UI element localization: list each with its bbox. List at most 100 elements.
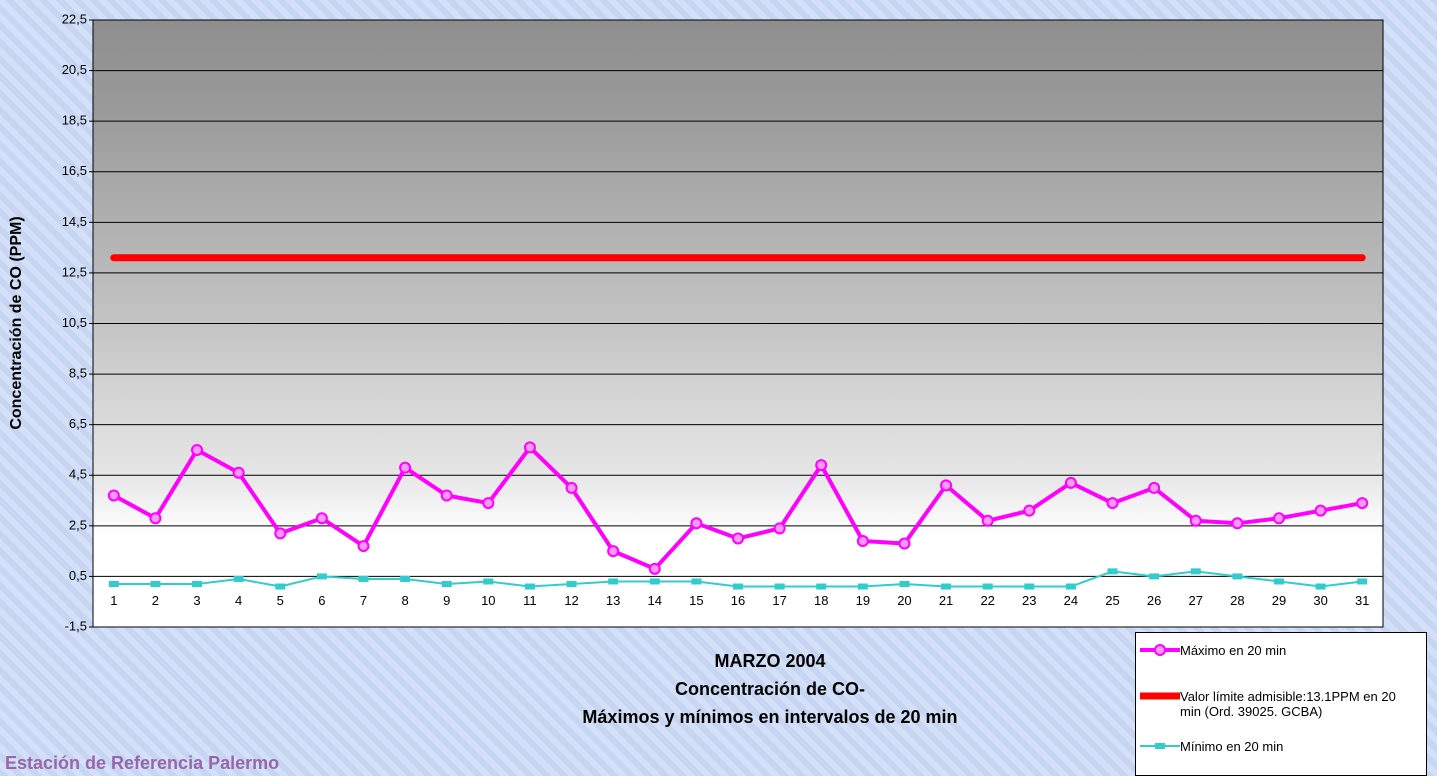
y-tick-label: 6,5	[69, 416, 87, 431]
point	[1357, 578, 1368, 585]
y-axis-title: Concentración de CO (PPM)	[8, 216, 25, 429]
point	[1314, 504, 1327, 517]
point	[1315, 583, 1326, 590]
legend-item: Valor límite admisible:13.1PPM en 20 min…	[1136, 687, 1426, 719]
point	[107, 489, 120, 502]
point	[1189, 514, 1202, 527]
x-tick-label: 5	[277, 593, 284, 608]
point	[523, 441, 536, 454]
y-tick-label: 10,5	[62, 315, 87, 330]
x-tick-label: 10	[481, 593, 495, 608]
y-tick-label: 12,5	[62, 264, 87, 279]
point	[524, 583, 535, 590]
y-tick-label: 22,5	[62, 11, 87, 26]
x-tick-label: 30	[1313, 593, 1327, 608]
point	[982, 583, 993, 590]
point	[482, 497, 495, 510]
legend-item: Máximo en 20 min	[1136, 641, 1426, 659]
point	[773, 522, 786, 535]
point	[774, 583, 785, 590]
y-tick-label: 18,5	[62, 113, 87, 128]
point	[483, 578, 494, 585]
point	[1273, 578, 1284, 585]
legend: Máximo en 20 min Valor límite admisible:1…	[1135, 632, 1427, 776]
x-tick-label: 3	[193, 593, 200, 608]
legend-marker	[1154, 644, 1166, 656]
legend-item: Mínimo en 20 min	[1136, 737, 1426, 755]
legend-swatch	[1140, 692, 1180, 700]
x-tick-label: 25	[1105, 593, 1119, 608]
point	[274, 527, 287, 540]
x-tick-label: 14	[648, 593, 662, 608]
title: Concentración de CO-	[675, 679, 865, 699]
point	[399, 461, 412, 474]
point	[899, 581, 910, 588]
x-tick-label: 28	[1230, 593, 1244, 608]
legend-marker	[1155, 743, 1165, 749]
x-tick-label: 6	[318, 593, 325, 608]
y-tick-label: 14,5	[62, 214, 87, 229]
x-tick-label: 19	[856, 593, 870, 608]
y-tick-label: 2,5	[69, 517, 87, 532]
x-tick-label: 7	[360, 593, 367, 608]
x-tick-label: 27	[1189, 593, 1203, 608]
legend-label: Mínimo en 20 min	[1180, 739, 1284, 754]
x-tick-label: 11	[523, 593, 537, 608]
point	[440, 489, 453, 502]
point	[1149, 573, 1160, 580]
point	[275, 583, 286, 590]
point	[1231, 517, 1244, 530]
point	[441, 581, 452, 588]
point	[400, 575, 411, 582]
point	[815, 459, 828, 472]
point	[690, 517, 703, 530]
point	[856, 535, 869, 548]
point	[857, 583, 868, 590]
point	[566, 581, 577, 588]
legend-label: Máximo en 20 min	[1180, 643, 1287, 658]
point	[691, 578, 702, 585]
point	[733, 583, 743, 590]
title: Máximos y mínimos en intervalos de 20 mi…	[582, 707, 957, 727]
x-tick-label: 23	[1022, 593, 1036, 608]
point	[816, 583, 827, 590]
point	[732, 532, 744, 545]
point	[108, 581, 119, 588]
point	[607, 545, 620, 558]
point	[149, 512, 162, 525]
x-tick-label: 29	[1272, 593, 1286, 608]
y-tick-label: 20,5	[62, 62, 87, 77]
x-tick-label: 4	[235, 593, 242, 608]
point	[1064, 476, 1077, 489]
x-tick-label: 15	[689, 593, 703, 608]
point	[565, 481, 578, 494]
title: MARZO 2004	[714, 651, 825, 671]
point	[649, 578, 660, 585]
point	[1232, 573, 1243, 580]
point	[232, 466, 245, 479]
x-tick-label: 1	[110, 593, 117, 608]
x-tick-label: 31	[1355, 593, 1369, 608]
legend-label: Valor límite admisible:13.1PPM en 20 min…	[1180, 689, 1396, 719]
x-tick-label: 12	[564, 593, 578, 608]
y-tick-label: -1,5	[65, 618, 87, 633]
legend-swatch	[1140, 743, 1180, 749]
x-tick-label: 13	[606, 593, 620, 608]
x-tick-label: 24	[1064, 593, 1078, 608]
legend-swatch	[1140, 644, 1180, 656]
point	[316, 573, 327, 580]
point	[1356, 497, 1369, 510]
x-tick-label: 22	[980, 593, 994, 608]
point	[233, 575, 244, 582]
x-tick-label: 9	[443, 593, 450, 608]
point	[192, 581, 203, 588]
point	[315, 512, 328, 525]
x-tick-label: 16	[731, 593, 745, 608]
point	[1023, 504, 1036, 517]
point	[1272, 512, 1285, 525]
x-tick-label: 17	[772, 593, 786, 608]
point	[1065, 583, 1076, 590]
point	[941, 583, 952, 590]
x-tick-label: 26	[1147, 593, 1161, 608]
